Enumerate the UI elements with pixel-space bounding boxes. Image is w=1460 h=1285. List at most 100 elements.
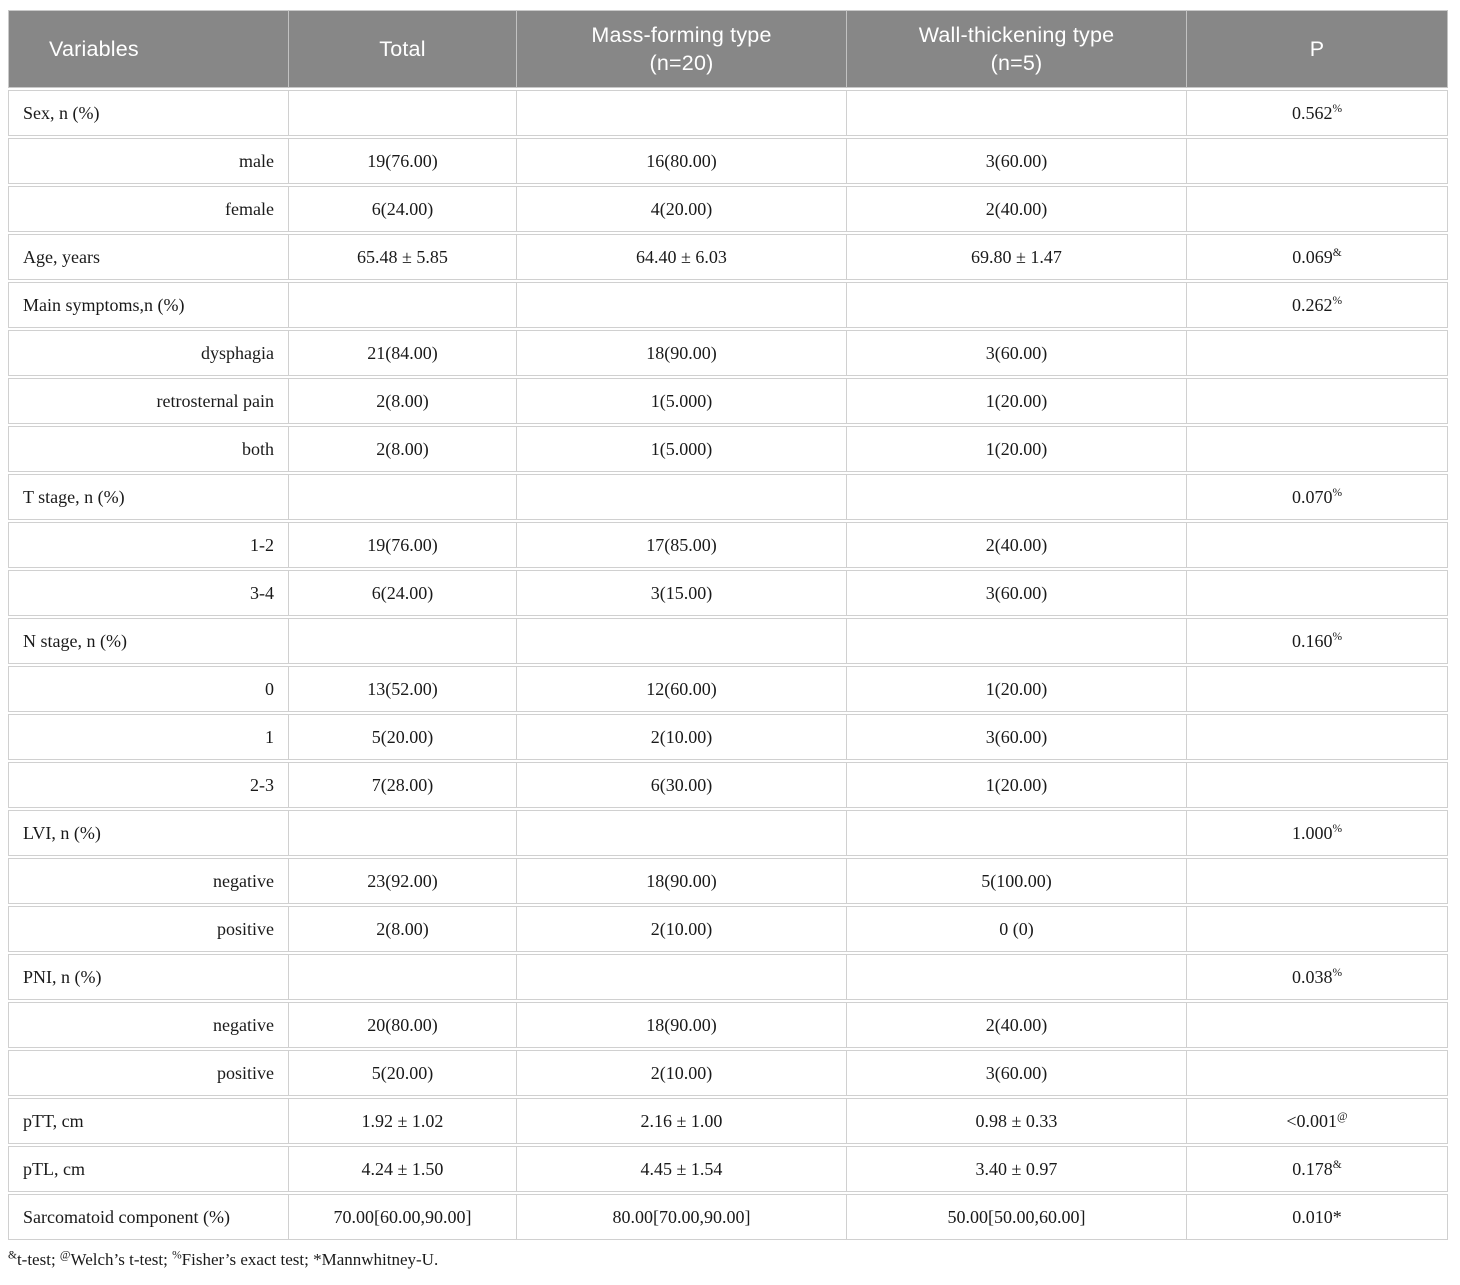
cell-mass-forming: 18(90.00): [517, 330, 847, 376]
p-superscript: &: [1332, 1158, 1342, 1171]
cell-total: 7(28.00): [289, 762, 517, 808]
cell-wall-thickening: [847, 954, 1187, 1000]
cell-mass-forming: 16(80.00): [517, 138, 847, 184]
p-value: 0.178: [1292, 1158, 1333, 1179]
footnote-symbol: %: [172, 1249, 182, 1262]
cell-p-value: 0.038%: [1187, 954, 1448, 1000]
header-label: Wall-thickening type: [918, 23, 1115, 47]
cell-mass-forming: 1(5.000): [517, 378, 847, 424]
row-sublabel: negative: [8, 1002, 289, 1048]
cell-p-value: 0.178&: [1187, 1146, 1448, 1192]
cell-p-value: [1187, 1002, 1448, 1048]
cell-wall-thickening: [847, 282, 1187, 328]
p-value: 0.010*: [1292, 1206, 1342, 1227]
row-sublabel: 0: [8, 666, 289, 712]
p-superscript: &: [1332, 246, 1342, 259]
table-row: male 19(76.00) 16(80.00) 3(60.00): [8, 138, 1448, 184]
p-superscript: %: [1332, 294, 1343, 307]
header-mass-forming-type: Mass-forming type (n=20): [517, 10, 847, 88]
table-row: N stage, n (%) 0.160%: [8, 618, 1448, 664]
row-sublabel: 3-4: [8, 570, 289, 616]
cell-p-value: <0.001@: [1187, 1098, 1448, 1144]
cell-p-value: 0.010*: [1187, 1194, 1448, 1240]
cell-total: 13(52.00): [289, 666, 517, 712]
cell-wall-thickening: 69.80 ± 1.47: [847, 234, 1187, 280]
cell-mass-forming: 17(85.00): [517, 522, 847, 568]
cell-p-value: [1187, 522, 1448, 568]
table-row: positive 5(20.00) 2(10.00) 3(60.00): [8, 1050, 1448, 1096]
row-sublabel: positive: [8, 1050, 289, 1096]
cell-wall-thickening: 1(20.00): [847, 426, 1187, 472]
table-row: LVI, n (%) 1.000%: [8, 810, 1448, 856]
cell-total: [289, 810, 517, 856]
cell-p-value: [1187, 714, 1448, 760]
cell-total: 70.00[60.00,90.00]: [289, 1194, 517, 1240]
cell-total: [289, 90, 517, 136]
cell-mass-forming: 80.00[70.00,90.00]: [517, 1194, 847, 1240]
table-row: T stage, n (%) 0.070%: [8, 474, 1448, 520]
cell-wall-thickening: 50.00[50.00,60.00]: [847, 1194, 1187, 1240]
footnote-text: Welch’s t-test;: [70, 1250, 173, 1269]
cell-p-value: 0.160%: [1187, 618, 1448, 664]
p-value: <0.001: [1286, 1110, 1338, 1131]
p-superscript: @: [1337, 1110, 1348, 1123]
cell-total: 6(24.00): [289, 570, 517, 616]
cell-p-value: 0.069&: [1187, 234, 1448, 280]
cell-p-value: [1187, 570, 1448, 616]
cell-wall-thickening: 2(40.00): [847, 522, 1187, 568]
cell-total: [289, 618, 517, 664]
row-sublabel: 1-2: [8, 522, 289, 568]
cell-total: 5(20.00): [289, 1050, 517, 1096]
row-sublabel: dysphagia: [8, 330, 289, 376]
paper-table-page: Variables Total Mass-forming type (n=20)…: [8, 8, 1448, 1270]
cell-p-value: [1187, 858, 1448, 904]
header-sublabel: (n=5): [990, 51, 1043, 75]
table-row: both 2(8.00) 1(5.000) 1(20.00): [8, 426, 1448, 472]
cell-mass-forming: [517, 618, 847, 664]
cell-wall-thickening: [847, 90, 1187, 136]
cell-total: [289, 474, 517, 520]
cell-p-value: [1187, 138, 1448, 184]
header-p-value: P: [1187, 10, 1448, 88]
cell-mass-forming: 18(90.00): [517, 858, 847, 904]
table-row: 1 5(20.00) 2(10.00) 3(60.00): [8, 714, 1448, 760]
cell-p-value: [1187, 426, 1448, 472]
cell-wall-thickening: 3(60.00): [847, 330, 1187, 376]
table-row: Age, years 65.48 ± 5.85 64.40 ± 6.03 69.80 …: [8, 234, 1448, 280]
cell-total: 1.92 ± 1.02: [289, 1098, 517, 1144]
row-label: PNI, n (%): [8, 954, 289, 1000]
cell-wall-thickening: 3(60.00): [847, 714, 1187, 760]
cell-mass-forming: [517, 474, 847, 520]
row-sublabel: positive: [8, 906, 289, 952]
row-sublabel: both: [8, 426, 289, 472]
footnote-text: t-test;: [16, 1250, 60, 1269]
row-sublabel: negative: [8, 858, 289, 904]
cell-mass-forming: 3(15.00): [517, 570, 847, 616]
p-superscript: %: [1332, 486, 1343, 499]
row-label: LVI, n (%): [8, 810, 289, 856]
p-value: 1.000: [1291, 822, 1333, 843]
row-sublabel: female: [8, 186, 289, 232]
p-value: 0.069: [1292, 246, 1333, 267]
p-value: 0.070: [1291, 486, 1333, 507]
cell-total: 65.48 ± 5.85: [289, 234, 517, 280]
table-row: 2-3 7(28.00) 6(30.00) 1(20.00): [8, 762, 1448, 808]
cell-mass-forming: [517, 954, 847, 1000]
row-label: Age, years: [8, 234, 289, 280]
table-row: dysphagia 21(84.00) 18(90.00) 3(60.00): [8, 330, 1448, 376]
row-sublabel: retrosternal pain: [8, 378, 289, 424]
cell-wall-thickening: 3.40 ± 0.97: [847, 1146, 1187, 1192]
row-label: Sex, n (%): [8, 90, 289, 136]
cell-mass-forming: 4.45 ± 1.54: [517, 1146, 847, 1192]
footnote-symbol: @: [59, 1249, 71, 1262]
cell-mass-forming: 2(10.00): [517, 714, 847, 760]
p-value: 0.262: [1291, 294, 1333, 315]
table-row: 0 13(52.00) 12(60.00) 1(20.00): [8, 666, 1448, 712]
cell-wall-thickening: [847, 474, 1187, 520]
p-superscript: %: [1332, 102, 1343, 115]
cell-wall-thickening: 2(40.00): [847, 1002, 1187, 1048]
cell-p-value: [1187, 762, 1448, 808]
header-label: Mass-forming type: [591, 23, 772, 47]
row-sublabel: male: [8, 138, 289, 184]
cell-p-value: [1187, 666, 1448, 712]
